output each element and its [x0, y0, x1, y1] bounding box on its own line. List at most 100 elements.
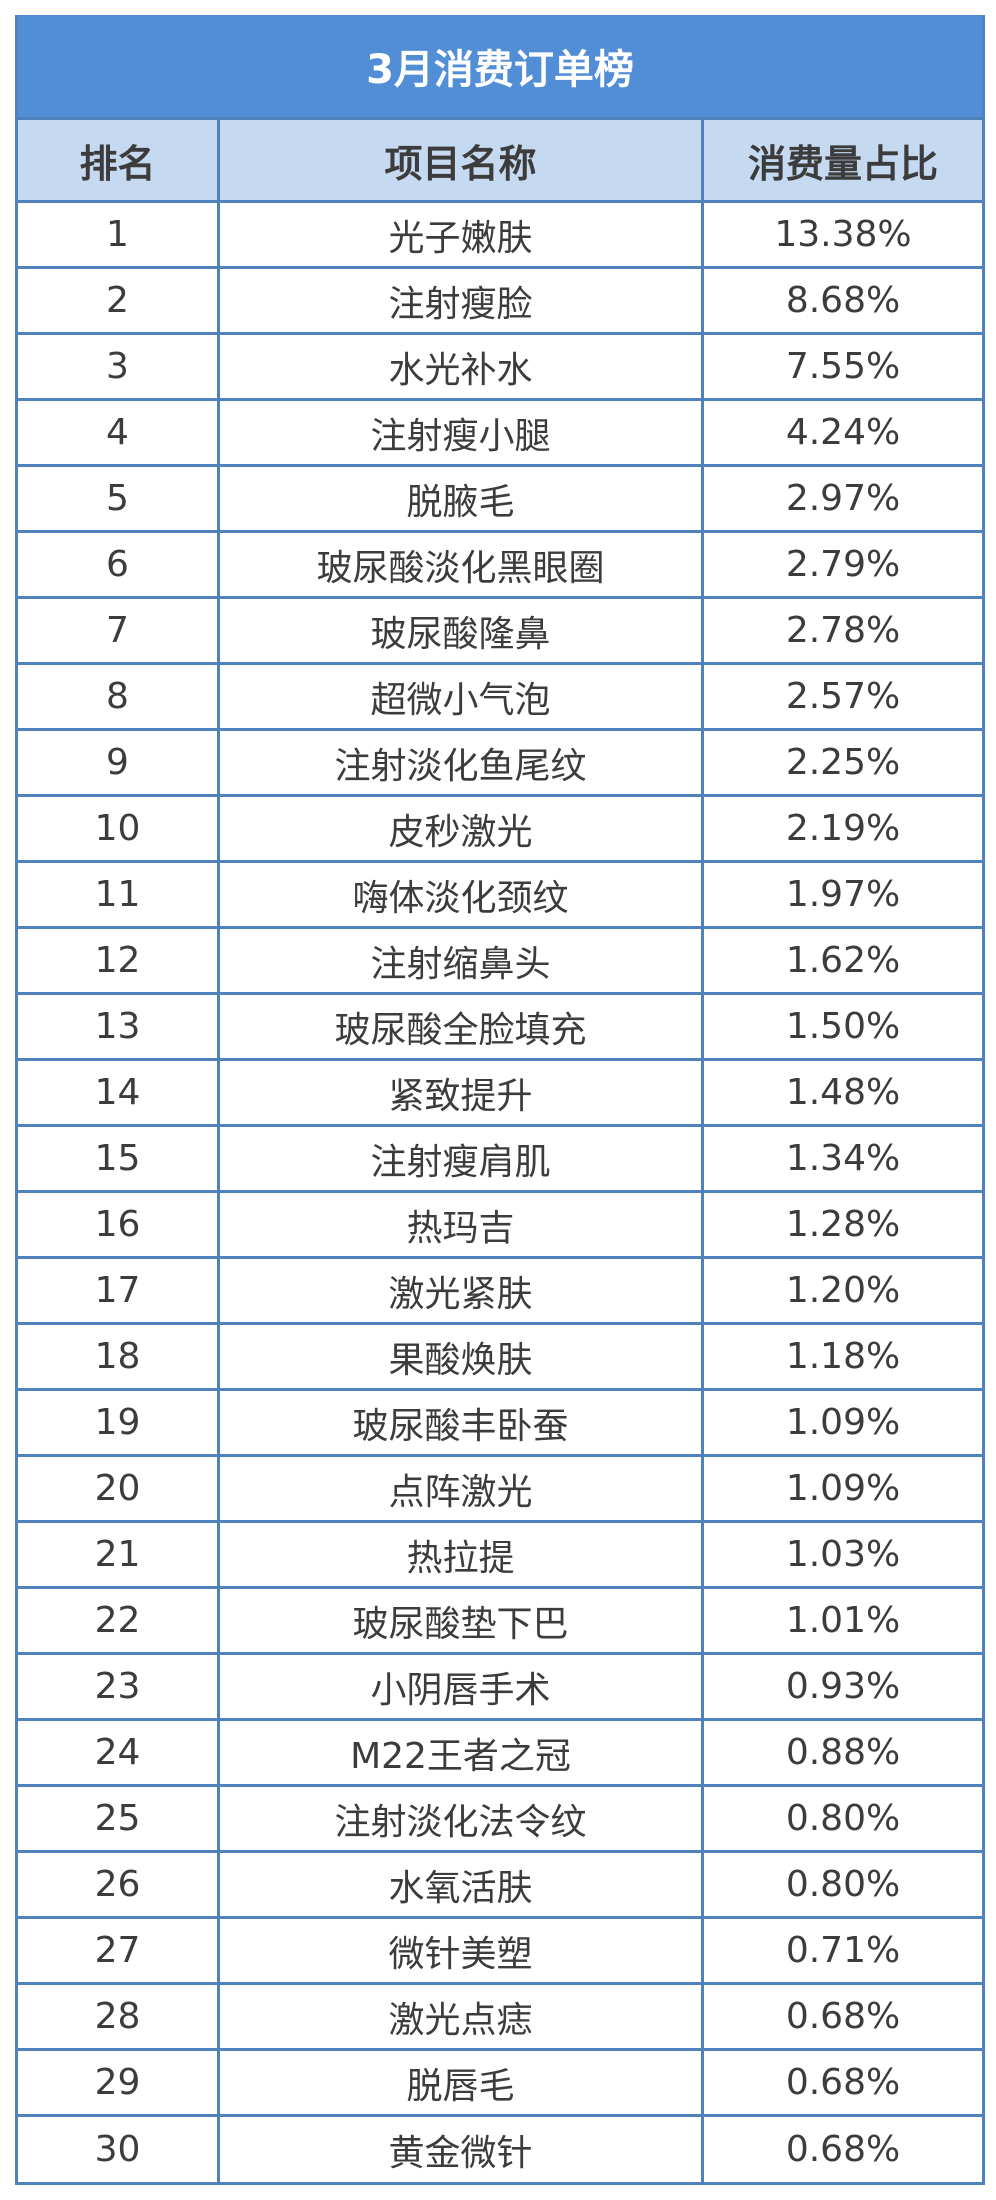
- share-cell: 13.38%: [774, 214, 912, 255]
- share-cell: 1.97%: [785, 874, 901, 915]
- table-row: 23 小阴唇手术 0.93%: [18, 1655, 982, 1721]
- header-item-name: 项目名称: [220, 120, 704, 200]
- item-name-cell: 注射瘦肩肌: [220, 1127, 704, 1190]
- rank-cell: 17: [18, 1259, 220, 1322]
- item-name-cell: 注射缩鼻头: [220, 929, 704, 992]
- item-name-cell: 注射淡化法令纹: [220, 1787, 704, 1850]
- rank-cell: 3: [18, 335, 220, 398]
- item-name-cell: 光子嫩肤: [220, 203, 704, 266]
- table-row: 18 果酸焕肤 1.18%: [18, 1325, 982, 1391]
- table-row: 2 注射瘦脸 8.68%: [18, 269, 982, 335]
- item-name-cell: M22王者之冠: [220, 1721, 704, 1784]
- item-name-cell: 玻尿酸垫下巴: [220, 1589, 704, 1652]
- share-cell: 1.20%: [785, 1270, 901, 1311]
- rank-cell: 29: [18, 2051, 220, 2114]
- rank-cell: 26: [18, 1853, 220, 1916]
- rank-cell: 14: [18, 1061, 220, 1124]
- item-name-cell: 激光紧肤: [220, 1259, 704, 1322]
- rank-cell: 21: [18, 1523, 220, 1586]
- item-name-cell: 玻尿酸淡化黑眼圈: [220, 533, 704, 596]
- share-cell: 1.48%: [785, 1072, 901, 1113]
- item-name-cell: 微针美塑: [220, 1919, 704, 1982]
- rank-cell: 5: [18, 467, 220, 530]
- item-name-cell: 果酸焕肤: [220, 1325, 704, 1388]
- share-cell: 0.68%: [785, 1996, 901, 2037]
- rank-cell: 6: [18, 533, 220, 596]
- rank-cell: 28: [18, 1985, 220, 2048]
- table-row: 27 微针美塑 0.71%: [18, 1919, 982, 1985]
- share-cell: 0.93%: [785, 1666, 901, 1707]
- item-name-cell: 小阴唇手术: [220, 1655, 704, 1718]
- table-row: 3 水光补水 7.55%: [18, 335, 982, 401]
- rank-cell: 12: [18, 929, 220, 992]
- table-row: 19 玻尿酸丰卧蚕 1.09%: [18, 1391, 982, 1457]
- rank-cell: 4: [18, 401, 220, 464]
- rank-cell: 19: [18, 1391, 220, 1454]
- table-row: 7 玻尿酸隆鼻 2.78%: [18, 599, 982, 665]
- share-cell: 2.97%: [785, 478, 901, 519]
- item-name-cell: 点阵激光: [220, 1457, 704, 1520]
- table-row: 6 玻尿酸淡化黑眼圈 2.79%: [18, 533, 982, 599]
- ranking-table: 3月消费订单榜 排名 项目名称 消费量占比 1 光子嫩肤 13.38% 2 注射瘦脸 8.…: [15, 15, 985, 2185]
- share-cell: 1.09%: [785, 1468, 901, 1509]
- table-row: 4 注射瘦小腿 4.24%: [18, 401, 982, 467]
- table-row: 17 激光紧肤 1.20%: [18, 1259, 982, 1325]
- share-cell: 8.68%: [785, 280, 901, 321]
- rank-cell: 15: [18, 1127, 220, 1190]
- table-row: 26 水氧活肤 0.80%: [18, 1853, 982, 1919]
- share-cell: 2.25%: [785, 742, 901, 783]
- rank-cell: 24: [18, 1721, 220, 1784]
- item-name-cell: 激光点痣: [220, 1985, 704, 2048]
- rank-cell: 11: [18, 863, 220, 926]
- share-cell: 1.50%: [785, 1006, 901, 1047]
- rank-cell: 25: [18, 1787, 220, 1850]
- rank-cell: 22: [18, 1589, 220, 1652]
- share-cell: 0.88%: [785, 1732, 901, 1773]
- table-row: 9 注射淡化鱼尾纹 2.25%: [18, 731, 982, 797]
- item-name-cell: 超微小气泡: [220, 665, 704, 728]
- rank-cell: 10: [18, 797, 220, 860]
- rank-cell: 16: [18, 1193, 220, 1256]
- table-row: 24 M22王者之冠 0.88%: [18, 1721, 982, 1787]
- rank-cell: 8: [18, 665, 220, 728]
- item-name-cell: 皮秒激光: [220, 797, 704, 860]
- share-cell: 2.79%: [785, 544, 901, 585]
- share-cell: 0.68%: [785, 2129, 901, 2170]
- share-cell: 7.55%: [785, 346, 901, 387]
- table-row: 21 热拉提 1.03%: [18, 1523, 982, 1589]
- rank-cell: 30: [18, 2117, 220, 2182]
- share-cell: 1.03%: [785, 1534, 901, 1575]
- share-cell: 1.18%: [785, 1336, 901, 1377]
- item-name-cell: 水氧活肤: [220, 1853, 704, 1916]
- share-cell: 0.80%: [785, 1798, 901, 1839]
- table-row: 16 热玛吉 1.28%: [18, 1193, 982, 1259]
- share-cell: 0.68%: [785, 2062, 901, 2103]
- table-body: 1 光子嫩肤 13.38% 2 注射瘦脸 8.68% 3 水光补水 7.55% 4 注射瘦小腿 4.2…: [18, 203, 982, 2182]
- rank-cell: 23: [18, 1655, 220, 1718]
- table-row: 29 脱唇毛 0.68%: [18, 2051, 982, 2117]
- table-row: 22 玻尿酸垫下巴 1.01%: [18, 1589, 982, 1655]
- table-row: 5 脱腋毛 2.97%: [18, 467, 982, 533]
- share-cell: 0.80%: [785, 1864, 901, 1905]
- share-cell: 1.34%: [785, 1138, 901, 1179]
- share-cell: 0.71%: [785, 1930, 901, 1971]
- item-name-cell: 紧致提升: [220, 1061, 704, 1124]
- item-name-cell: 玻尿酸隆鼻: [220, 599, 704, 662]
- item-name-cell: 热玛吉: [220, 1193, 704, 1256]
- table-row: 13 玻尿酸全脸填充 1.50%: [18, 995, 982, 1061]
- rank-cell: 18: [18, 1325, 220, 1388]
- share-cell: 1.62%: [785, 940, 901, 981]
- item-name-cell: 脱腋毛: [220, 467, 704, 530]
- header-share: 消费量占比: [747, 141, 938, 186]
- table-row: 10 皮秒激光 2.19%: [18, 797, 982, 863]
- item-name-cell: 注射瘦小腿: [220, 401, 704, 464]
- table-row: 15 注射瘦肩肌 1.34%: [18, 1127, 982, 1193]
- rank-cell: 1: [18, 203, 220, 266]
- rank-cell: 9: [18, 731, 220, 794]
- share-cell: 2.19%: [785, 808, 901, 849]
- share-cell: 1.09%: [785, 1402, 901, 1443]
- table-row: 12 注射缩鼻头 1.62%: [18, 929, 982, 995]
- item-name-cell: 热拉提: [220, 1523, 704, 1586]
- item-name-cell: 注射淡化鱼尾纹: [220, 731, 704, 794]
- item-name-cell: 嗨体淡化颈纹: [220, 863, 704, 926]
